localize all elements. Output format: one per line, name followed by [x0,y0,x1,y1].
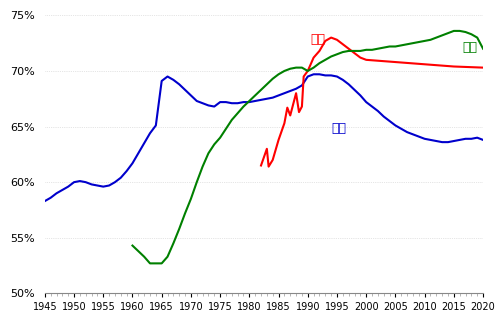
Text: 韓国: 韓国 [463,41,478,54]
Text: 日本: 日本 [331,122,346,135]
Text: 中国: 中国 [311,33,326,46]
